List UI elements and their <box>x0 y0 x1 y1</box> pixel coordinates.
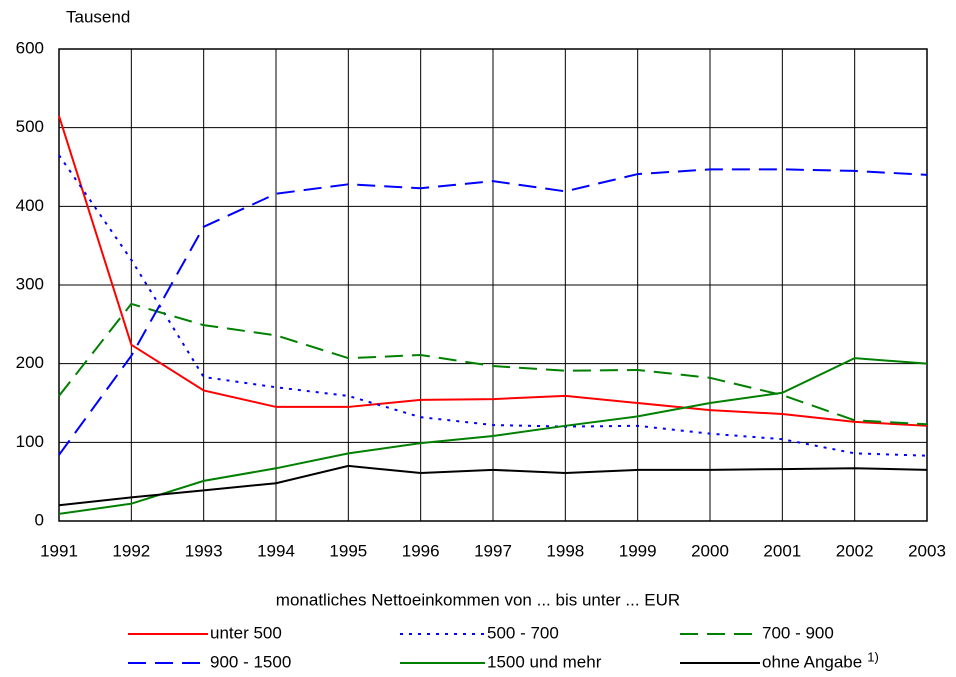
legend-label: ohne Angabe <box>762 652 862 671</box>
x-tick-label: 1991 <box>40 541 78 560</box>
y-tick-label: 600 <box>16 38 44 57</box>
legend-label: 700 - 900 <box>762 623 834 642</box>
legend-label: 900 - 1500 <box>210 652 291 671</box>
legend-note: 1) <box>867 649 879 664</box>
x-tick-label: 1996 <box>402 541 440 560</box>
x-tick-label: 1992 <box>112 541 150 560</box>
y-tick-label: 200 <box>16 353 44 372</box>
series-line <box>58 464 928 507</box>
series-line <box>58 115 928 427</box>
legend-item: 1500 und mehr <box>400 652 602 671</box>
x-tick-label: 1994 <box>257 541 295 560</box>
legend-item: 700 - 900 <box>680 623 834 642</box>
legend-label: unter 500 <box>210 623 282 642</box>
plot-frame <box>58 48 928 522</box>
y-tick-label: 300 <box>16 274 44 293</box>
legend-label: 500 - 700 <box>487 623 559 642</box>
legend-item: ohne Angabe 1) <box>680 649 879 671</box>
legend-item: 500 - 700 <box>400 623 559 642</box>
x-tick-label: 1995 <box>329 541 367 560</box>
x-tick-label: 2003 <box>908 541 946 560</box>
x-tick-label: 1993 <box>185 541 223 560</box>
y-tick-label: 100 <box>16 432 44 451</box>
legend-item: 900 - 1500 <box>128 652 291 671</box>
y-tick-label: 400 <box>16 196 44 215</box>
x-tick-label: 1997 <box>474 541 512 560</box>
series-line <box>58 357 928 515</box>
y-tick-label: 500 <box>16 117 44 136</box>
x-tick-label: 2000 <box>691 541 729 560</box>
series-line <box>58 168 928 456</box>
x-tick-label: 2002 <box>836 541 874 560</box>
y-tick-label: 0 <box>35 510 44 529</box>
series-line <box>58 154 928 457</box>
x-tick-label: 2001 <box>763 541 801 560</box>
legend-item: unter 500 <box>128 623 282 642</box>
x-tick-label: 1999 <box>619 541 657 560</box>
y-axis-label: Tausend <box>66 7 130 26</box>
x-tick-label: 1998 <box>546 541 584 560</box>
series-line <box>58 302 928 426</box>
legend-label: 1500 und mehr <box>487 652 602 671</box>
legend-title: monatliches Nettoeinkommen von ... bis u… <box>276 590 680 609</box>
